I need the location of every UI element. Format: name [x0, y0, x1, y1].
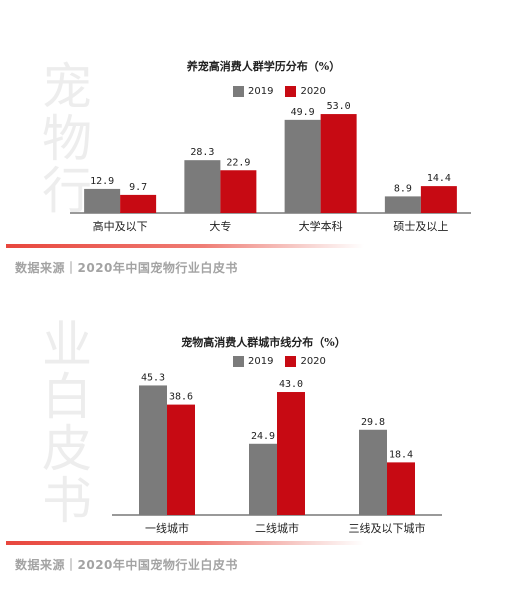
bar-2020	[277, 392, 305, 515]
data-label: 28.3	[190, 147, 214, 158]
bar-2020	[167, 404, 195, 515]
education-chart: 养宠高消费人群学历分布（%） 2019 2020 12.9 9.7 高中及以下 28.…	[0, 0, 527, 240]
bar-2020	[420, 186, 457, 213]
data-label: 29.8	[361, 417, 385, 428]
bar-2019	[249, 443, 277, 515]
data-label: 43.0	[279, 379, 303, 390]
bar-2019	[284, 119, 321, 213]
legend-swatch-2020	[285, 356, 297, 367]
chart-legend: 2019 2020	[233, 86, 334, 97]
bar-2020	[120, 194, 157, 213]
chart-legend: 2019 2020	[233, 356, 334, 367]
data-label: 38.6	[169, 392, 193, 403]
category-label: 一线城市	[145, 521, 189, 535]
legend-label-2019: 2019	[248, 86, 274, 97]
city-tier-chart: 宠物高消费人群城市线分布（%） 2019 2020 45.3 38.6 一线城市 24…	[112, 336, 442, 535]
legend-swatch-2019	[233, 86, 244, 97]
legend-swatch-2020	[285, 86, 297, 97]
bar-2020	[220, 170, 257, 213]
city-tier-bar-plot: 45.3 38.6 一线城市 24.9 43.0 二线城市 29.8 18.4 三线及以下城市	[112, 372, 442, 535]
data-label: 8.9	[394, 183, 412, 194]
chart-title: 宠物高消费人群城市线分布（%）	[181, 336, 346, 349]
category-label: 大学本科	[299, 219, 343, 233]
legend-label-2019: 2019	[248, 356, 274, 367]
legend-swatch-2019	[233, 356, 244, 367]
category-label: 高中及以下	[93, 219, 148, 233]
section-divider	[6, 541, 364, 545]
category-label: 三线及以下城市	[349, 521, 426, 535]
data-label: 49.9	[291, 107, 315, 118]
chart-title: 养宠高消费人群学历分布（%）	[186, 60, 341, 73]
bar-2019	[84, 188, 121, 213]
legend-item-2020: 2020	[285, 356, 326, 367]
bar-2019	[184, 160, 221, 213]
education-bar-plot: 12.9 9.7 高中及以下 28.3 22.9 大专 49.9 53.0 大学本科 8.9 14.…	[70, 101, 471, 233]
bar-2019	[359, 429, 387, 515]
legend-label-2020: 2020	[300, 86, 326, 97]
legend-item-2019: 2019	[233, 356, 273, 367]
legend-item-2020: 2020	[285, 86, 326, 97]
legend-item-2019: 2019	[233, 86, 273, 97]
bar-2019	[384, 196, 421, 213]
data-label: 53.0	[327, 101, 351, 112]
data-label: 12.9	[90, 176, 114, 187]
bar-2020	[320, 114, 357, 213]
data-label: 22.9	[226, 157, 250, 168]
data-label: 18.4	[389, 449, 413, 460]
watermark-text-bottom: 业白皮书	[34, 318, 92, 526]
section-divider	[6, 244, 364, 248]
legend-label-2020: 2020	[300, 356, 326, 367]
data-label: 24.9	[251, 431, 275, 442]
source-note: 数据来源｜2020年中国宠物行业白皮书	[15, 261, 238, 275]
source-note: 数据来源｜2020年中国宠物行业白皮书	[15, 558, 238, 572]
category-label: 二线城市	[255, 521, 299, 535]
category-label: 硕士及以上	[393, 220, 448, 233]
bar-2020	[387, 462, 415, 515]
category-label: 大专	[209, 219, 231, 233]
watermark-text-top: 宠物行	[36, 60, 90, 216]
data-label: 14.4	[427, 173, 451, 184]
data-label: 9.7	[129, 182, 147, 193]
bar-2019	[139, 385, 167, 515]
data-label: 45.3	[141, 372, 165, 383]
